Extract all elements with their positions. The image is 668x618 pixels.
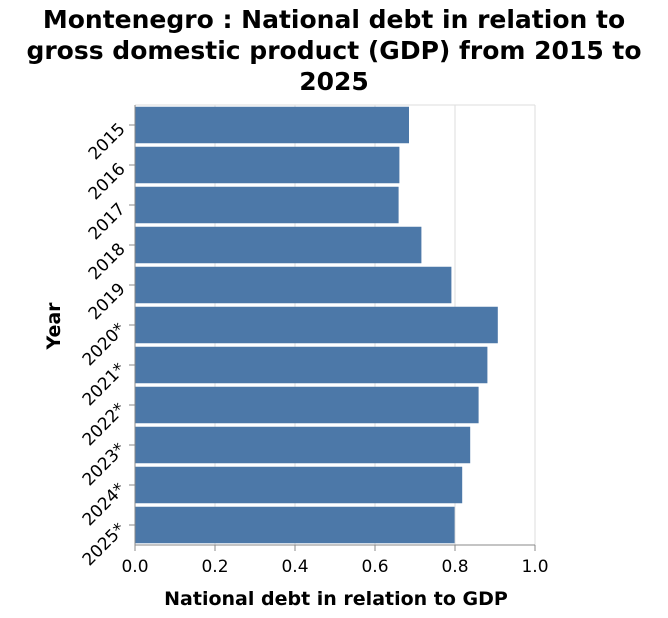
bar [135,506,455,544]
bar [135,386,479,424]
y-tick-label: 2018 [85,239,130,284]
y-tick-label: 2019 [85,279,130,324]
x-axis-title: National debt in relation to GDP [164,588,508,610]
y-tick-label: 2016 [85,159,130,204]
bars [135,106,498,544]
bar [135,146,400,184]
x-tick-label: 0.0 [121,557,148,577]
bar [135,226,422,264]
chart-title-line: 2025 [299,67,369,96]
bar [135,106,409,144]
chart-title: Montenegro : National debt in relation t… [0,4,668,97]
bar [135,426,471,464]
chart-title-line: Montenegro : National debt in relation t… [42,5,626,34]
y-tick-label: 2021* [79,359,130,410]
y-tick-label: 2015 [85,119,130,164]
y-tick-labels: 201520162017201820192020*2021*2022*2023*… [79,119,130,570]
x-tick-label: 0.4 [281,557,308,577]
y-tick-label: 2017 [85,199,130,244]
x-tick-label: 0.2 [201,557,228,577]
x-tick-label: 0.8 [441,557,468,577]
y-tick-label: 2024* [79,479,130,530]
bar [135,306,498,344]
axes [129,105,536,551]
x-tick-labels: 0.0 0.2 0.4 0.6 0.8 1.0 [121,557,548,577]
y-tick-label: 2023* [79,439,130,490]
x-tick-label: 1.0 [521,557,548,577]
x-tick-label: 0.6 [361,557,388,577]
bar [135,186,399,224]
y-tick-label: 2022* [79,399,130,450]
bar [135,466,463,504]
chart-title-line: gross domestic product (GDP) from 2015 t… [26,36,642,65]
bar [135,346,488,384]
y-axis-title: Year [43,302,65,351]
bar [135,266,452,304]
y-tick-label: 2020* [79,319,130,370]
